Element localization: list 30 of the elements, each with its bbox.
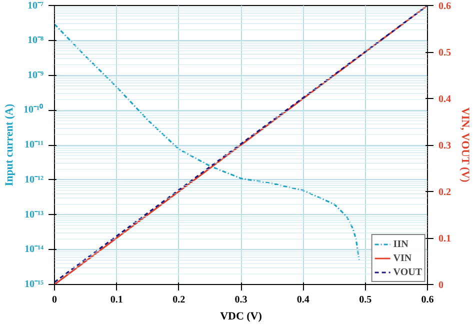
x-tick-label: 0.1 bbox=[110, 294, 123, 306]
y-tick-label: 10⁻¹⁴ bbox=[24, 244, 44, 256]
x-tick-label: 0.2 bbox=[172, 294, 186, 306]
y-tick-label: 10⁻¹³ bbox=[24, 209, 44, 220]
y-tick-label: 10⁻⁸ bbox=[28, 34, 44, 46]
x-tick-label: 0 bbox=[52, 294, 57, 306]
y-tick-label: 10⁻¹¹ bbox=[24, 140, 44, 150]
y-tick-label: 10⁻⁹ bbox=[28, 70, 44, 81]
y2-tick-label: 0.2 bbox=[438, 187, 451, 198]
y-tick-label: 10⁻¹⁰ bbox=[24, 104, 44, 116]
y2-tick-label: 0.4 bbox=[438, 94, 451, 105]
y-axis-title: Input current (A) bbox=[4, 104, 16, 186]
y2-tick-label: 0.5 bbox=[438, 48, 451, 58]
legend-label: VOUT bbox=[393, 266, 422, 279]
y2-tick-label: 0.1 bbox=[438, 234, 451, 244]
legend-label: IIN bbox=[393, 238, 410, 251]
y2-tick-label: 0 bbox=[438, 280, 444, 291]
y2-tick-label: 0.3 bbox=[438, 140, 451, 152]
line-series bbox=[54, 23, 360, 261]
y-tick-label: 10⁻¹² bbox=[24, 174, 44, 186]
x-tick-label: 0.4 bbox=[296, 294, 310, 306]
y-tick-label: 10⁻⁷ bbox=[28, 0, 44, 12]
y-tick-label: 10⁻¹⁵ bbox=[24, 279, 44, 290]
y2-tick-label: 0.6 bbox=[438, 1, 451, 12]
legend-label: VIN bbox=[393, 252, 413, 265]
x-tick-label: 0.5 bbox=[359, 294, 372, 306]
x-tick-label: 0.3 bbox=[234, 294, 248, 306]
x-axis-title: VDC (V) bbox=[220, 310, 262, 322]
x-tick-label: 0.6 bbox=[421, 294, 434, 306]
y2-axis-title: VIN, VOUT (V) bbox=[459, 107, 471, 183]
